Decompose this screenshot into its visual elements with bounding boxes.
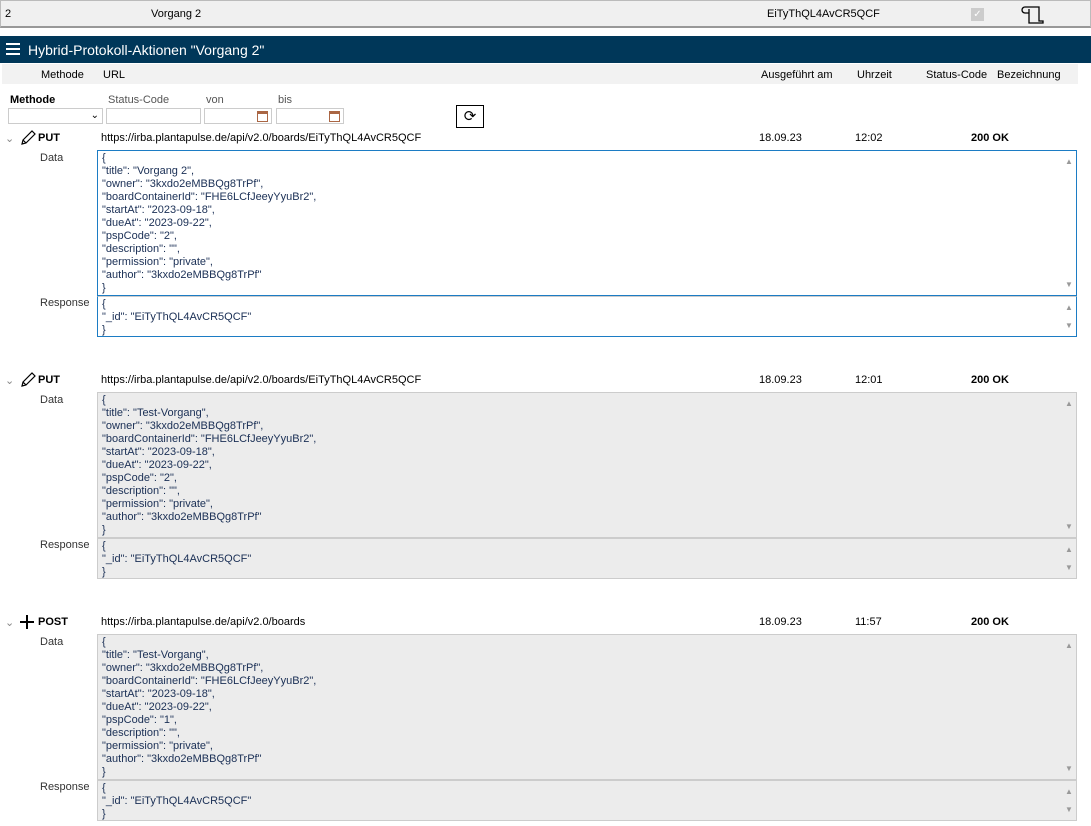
response-text: { "_id": "EiTyThQL4AvCR5QCF" } (102, 298, 252, 336)
expand-chevron-icon[interactable]: ⌄ (5, 133, 15, 145)
scroll-down-icon[interactable]: ▼ (1065, 321, 1073, 330)
column-header: Methode URL Ausgeführt am Uhrzeit Status… (2, 64, 1078, 84)
scroll-up-icon[interactable]: ▲ (1065, 787, 1073, 796)
col-methode[interactable]: Methode (41, 69, 84, 81)
calendar-icon[interactable] (257, 111, 268, 122)
response-label: Response (40, 781, 90, 793)
method: PUT (38, 132, 60, 144)
panel-title: Hybrid-Protokoll-Aktionen "Vorgang 2" (28, 42, 265, 58)
filter-bis-label: bis (278, 94, 293, 106)
date: 18.09.23 (759, 374, 802, 386)
data-label: Data (40, 152, 64, 164)
log-entry-header[interactable]: ⌄ PUT https://irba.plantapulse.de/api/v2… (0, 130, 1091, 147)
time: 12:02 (855, 132, 883, 144)
filter-status-label: Status-Code (108, 94, 170, 106)
scroll-down-icon[interactable]: ▼ (1065, 522, 1073, 531)
status-code: 200 OK (971, 132, 1009, 144)
scroll-up-icon[interactable]: ▲ (1065, 545, 1073, 554)
record-checkbox[interactable]: ✓ (971, 8, 984, 21)
expand-chevron-icon[interactable]: ⌄ (5, 617, 15, 629)
col-ausgefuehrt[interactable]: Ausgeführt am (761, 69, 833, 81)
url: https://irba.plantapulse.de/api/v2.0/boa… (101, 374, 422, 386)
log-entry-header[interactable]: ⌄ PUT https://irba.plantapulse.de/api/v2… (0, 372, 1091, 389)
scrollbar[interactable]: ▲ ▼ (1064, 153, 1074, 293)
data-textarea[interactable]: { "title": "Vorgang 2", "owner": "3kxdo2… (97, 150, 1077, 296)
log-entry-header[interactable]: ⌄ POST https://irba.plantapulse.de/api/v… (0, 615, 1091, 631)
scroll-up-icon[interactable]: ▲ (1065, 157, 1073, 166)
scroll-down-icon[interactable]: ▼ (1065, 764, 1073, 773)
bis-date-input[interactable] (276, 108, 344, 124)
data-textarea[interactable]: { "title": "Test-Vorgang", "owner": "3kx… (97, 634, 1077, 780)
method: POST (38, 616, 68, 628)
scroll-down-icon[interactable]: ▼ (1065, 280, 1073, 289)
log-entry: ⌄ PUT https://irba.plantapulse.de/api/v2… (0, 372, 1091, 583)
response-label: Response (40, 539, 90, 551)
selected-record-row[interactable]: 2 Vorgang 2 EiTyThQL4AvCR5QCF ✓ (0, 0, 1091, 28)
log-entry: ⌄ PUT https://irba.plantapulse.de/api/v2… (0, 130, 1091, 341)
status-code: 200 OK (971, 616, 1009, 628)
record-id: EiTyThQL4AvCR5QCF (767, 8, 880, 20)
pencil-icon (21, 130, 36, 145)
col-url[interactable]: URL (103, 69, 126, 81)
panel-title-bar: Hybrid-Protokoll-Aktionen "Vorgang 2" (0, 36, 1091, 63)
data-text: { "title": "Vorgang 2", "owner": "3kxdo2… (102, 152, 317, 294)
url: https://irba.plantapulse.de/api/v2.0/boa… (101, 132, 422, 144)
scroll-up-icon[interactable]: ▲ (1065, 303, 1073, 312)
pencil-icon (21, 372, 36, 387)
scrollbar[interactable]: ▲ ▼ (1064, 637, 1074, 777)
data-text: { "title": "Test-Vorgang", "owner": "3kx… (102, 636, 317, 778)
methode-select[interactable]: ⌄ (8, 108, 103, 124)
response-text: { "_id": "EiTyThQL4AvCR5QCF" } (102, 782, 252, 820)
col-uhrzeit[interactable]: Uhrzeit (857, 69, 892, 81)
scroll-down-icon[interactable]: ▼ (1065, 563, 1073, 572)
scroll-up-icon[interactable]: ▲ (1065, 399, 1073, 408)
time: 11:57 (855, 616, 882, 628)
data-text: { "title": "Test-Vorgang", "owner": "3kx… (102, 394, 317, 536)
response-textarea[interactable]: { "_id": "EiTyThQL4AvCR5QCF" } ▲ ▼ (97, 780, 1077, 821)
method: PUT (38, 374, 60, 386)
refresh-button[interactable]: ⟳ (456, 105, 484, 128)
record-name: Vorgang 2 (151, 8, 202, 20)
data-textarea[interactable]: { "title": "Test-Vorgang", "owner": "3kx… (97, 392, 1077, 538)
plus-icon (20, 615, 34, 629)
filter-methode-label: Methode (10, 94, 56, 106)
scroll-up-icon[interactable]: ▲ (1065, 641, 1073, 650)
scroll-icon[interactable] (1021, 5, 1045, 25)
record-number: 2 (5, 8, 12, 20)
calendar-icon[interactable] (329, 111, 340, 122)
response-textarea[interactable]: { "_id": "EiTyThQL4AvCR5QCF" } ▲ ▼ (97, 296, 1077, 337)
von-date-input[interactable] (204, 108, 272, 124)
scrollbar[interactable]: ▲ ▼ (1064, 299, 1074, 334)
col-bezeichnung[interactable]: Bezeichnung (997, 69, 1061, 81)
menu-icon[interactable] (6, 43, 20, 55)
chevron-down-icon: ⌄ (90, 110, 99, 121)
refresh-icon: ⟳ (463, 108, 477, 125)
response-textarea[interactable]: { "_id": "EiTyThQL4AvCR5QCF" } ▲ ▼ (97, 538, 1077, 579)
log-entry: ⌄ POST https://irba.plantapulse.de/api/v… (0, 615, 1091, 825)
col-status-code[interactable]: Status-Code (926, 69, 988, 81)
scrollbar[interactable]: ▲ ▼ (1064, 395, 1074, 535)
scroll-down-icon[interactable]: ▼ (1065, 805, 1073, 814)
data-label: Data (40, 636, 64, 648)
time: 12:01 (855, 374, 883, 386)
status-code-input[interactable] (106, 108, 201, 124)
date: 18.09.23 (759, 616, 802, 628)
date: 18.09.23 (759, 132, 802, 144)
data-label: Data (40, 394, 64, 406)
url: https://irba.plantapulse.de/api/v2.0/boa… (101, 616, 306, 628)
scrollbar[interactable]: ▲ ▼ (1064, 541, 1074, 576)
response-label: Response (40, 297, 90, 309)
response-text: { "_id": "EiTyThQL4AvCR5QCF" } (102, 540, 252, 578)
status-code: 200 OK (971, 374, 1009, 386)
scrollbar[interactable]: ▲ ▼ (1064, 783, 1074, 818)
expand-chevron-icon[interactable]: ⌄ (5, 375, 15, 387)
filter-von-label: von (206, 94, 224, 106)
